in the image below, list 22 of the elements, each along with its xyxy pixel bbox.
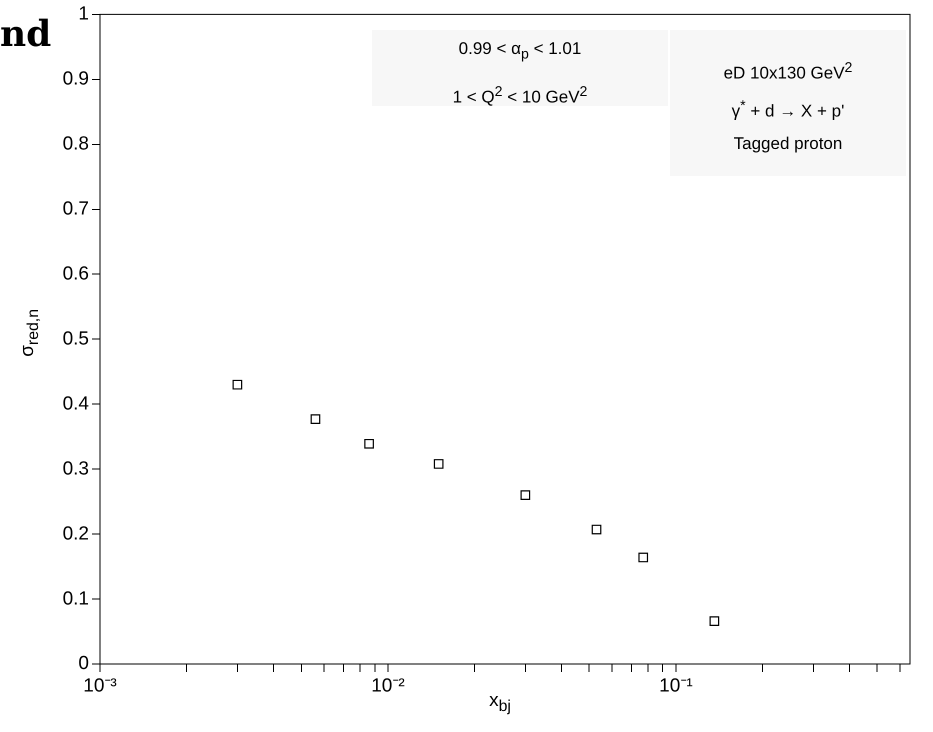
annotation: γ$^{*}$ + d → X + p' bbox=[730, 96, 846, 122]
annotation: 0.99 < α$_{p}$ < 1.01 bbox=[458, 38, 582, 64]
text-panel: 0.99 < α$_{p}$ < 1.01 1 < Q$^{2}$ < 10 GeV$^{2}$ bbox=[372, 30, 668, 106]
annotation: Tagged proton bbox=[732, 133, 844, 156]
y-tick-label: 0.6 bbox=[62, 263, 89, 284]
y-tick-label: 1 bbox=[78, 4, 89, 25]
y-tick-label: 0.1 bbox=[62, 588, 89, 610]
y-tick-label: 0 bbox=[78, 653, 89, 674]
y-tick-label: 0.3 bbox=[62, 458, 89, 480]
y-tick-label: 0.8 bbox=[62, 134, 89, 155]
x-tick-label: 10⁻² bbox=[371, 676, 405, 697]
text-panel: eD 10x130 GeV$^{2}$ γ$^{*}$ + d → X + p' Tagged proton bbox=[670, 30, 906, 176]
annotation: eD 10x130 GeV$^{2}$ bbox=[722, 59, 854, 85]
y-tick-label: 0.2 bbox=[62, 523, 89, 544]
y-tick-label: 0.7 bbox=[62, 198, 89, 220]
y-tick-label: 0.4 bbox=[62, 393, 90, 414]
text: nd bbox=[0, 13, 52, 55]
x-axis-title: x$_{bj}$ bbox=[489, 690, 511, 715]
y-tick-label: 0.9 bbox=[62, 68, 89, 90]
x-tick-label: 10⁻³ bbox=[83, 676, 117, 697]
y-tick-label: 0.5 bbox=[62, 328, 89, 350]
x-tick-label: 10⁻¹ bbox=[659, 676, 693, 697]
